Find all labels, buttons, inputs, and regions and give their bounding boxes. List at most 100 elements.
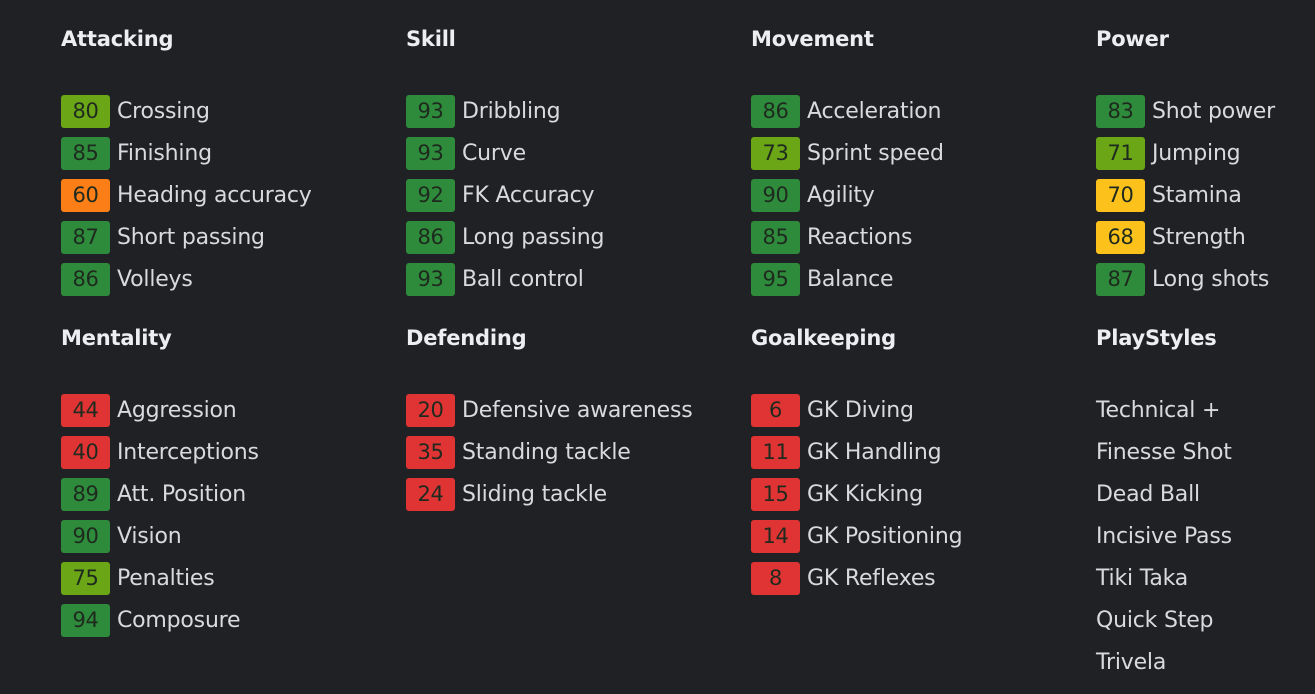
section-power: Power 83 Shot power 71 Jumping 70 Stamina 6… [1096,25,1311,300]
stat-row-gk-handling: 11 GK Handling [751,431,1081,473]
stat-row-fk-accuracy: 92 FK Accuracy [406,174,736,216]
stat-value-badge: 94 [61,603,110,637]
stat-value-badge: 85 [61,136,110,170]
stat-value-badge: 95 [751,262,800,296]
stat-row-curve: 93 Curve [406,132,736,174]
stat-value-badge: 68 [1096,220,1145,254]
stat-label: Defensive awareness [462,397,693,423]
section-goalkeeping: Goalkeeping 6 GK Diving 11 GK Handling 15 G… [751,324,1081,599]
stat-row-sprint-speed: 73 Sprint speed [751,132,1081,174]
stat-value-badge: 87 [61,220,110,254]
stat-row-gk-positioning: 14 GK Positioning [751,515,1081,557]
stat-value-badge: 86 [751,94,800,128]
stat-row-att-position: 89 Att. Position [61,473,391,515]
section-mentality: Mentality 44 Aggression 40 Interceptions 8… [61,324,391,641]
playstyle-item[interactable]: Incisive Pass [1096,523,1232,549]
stat-row-stamina: 70 Stamina [1096,174,1311,216]
stat-value-badge: 90 [751,178,800,212]
section-title: Attacking [61,27,174,51]
stat-value-badge: 8 [751,561,800,595]
stat-row-acceleration: 86 Acceleration [751,90,1081,132]
stat-label: Heading accuracy [117,182,312,208]
section-title: Power [1096,27,1169,51]
stat-value-badge: 86 [61,262,110,296]
stat-label: GK Diving [807,397,914,423]
stat-row-long-passing: 86 Long passing [406,216,736,258]
stat-list: 86 Acceleration 73 Sprint speed 90 Agility … [751,90,1081,300]
playstyle-item[interactable]: Quick Step [1096,607,1214,633]
playstyle-list: Technical + Finesse Shot Dead Ball Incis… [1096,389,1311,683]
stat-value-badge: 14 [751,519,800,553]
stat-label: Reactions [807,224,913,250]
stat-value-badge: 93 [406,136,455,170]
stat-label: Short passing [117,224,265,250]
stat-value-badge: 20 [406,393,455,427]
section-title: Movement [751,27,874,51]
stat-row-interceptions: 40 Interceptions [61,431,391,473]
stat-value-badge: 11 [751,435,800,469]
playstyle-item[interactable]: Dead Ball [1096,481,1200,507]
stat-row-finishing: 85 Finishing [61,132,391,174]
stat-row-strength: 68 Strength [1096,216,1311,258]
stat-label: Agility [807,182,875,208]
stat-list: 80 Crossing 85 Finishing 60 Heading accurac… [61,90,391,300]
stat-value-badge: 75 [61,561,110,595]
stat-value-badge: 80 [61,94,110,128]
stat-list: 44 Aggression 40 Interceptions 89 Att. Posi… [61,389,391,641]
stat-value-badge: 93 [406,94,455,128]
stat-row-penalties: 75 Penalties [61,557,391,599]
stat-value-badge: 44 [61,393,110,427]
stat-value-badge: 40 [61,435,110,469]
stat-label: Shot power [1152,98,1275,124]
stat-row-balance: 95 Balance [751,258,1081,300]
stat-row-gk-reflexes: 8 GK Reflexes [751,557,1081,599]
section-skill: Skill 93 Dribbling 93 Curve 92 FK Accuracy … [406,25,736,300]
stat-list: 83 Shot power 71 Jumping 70 Stamina 68 Stren… [1096,90,1311,300]
stat-row-dribbling: 93 Dribbling [406,90,736,132]
stat-row-vision: 90 Vision [61,515,391,557]
stat-row-sliding-tackle: 24 Sliding tackle [406,473,736,515]
stat-label: Jumping [1152,140,1241,166]
stat-row-shot-power: 83 Shot power [1096,90,1311,132]
playstyle-item[interactable]: Trivela [1096,649,1167,675]
section-defending: Defending 20 Defensive awareness 35 Standi… [406,324,736,515]
stat-label: Penalties [117,565,215,591]
stat-label: GK Reflexes [807,565,936,591]
stat-row-long-shots: 87 Long shots [1096,258,1311,300]
stat-row-heading-accuracy: 60 Heading accuracy [61,174,391,216]
section-title: PlayStyles [1096,326,1217,350]
stat-label: GK Handling [807,439,942,465]
stat-value-badge: 85 [751,220,800,254]
stat-list: 93 Dribbling 93 Curve 92 FK Accuracy 86 Long… [406,90,736,300]
stat-label: GK Kicking [807,481,923,507]
section-title: Goalkeeping [751,326,896,350]
stat-label: Aggression [117,397,237,423]
stat-label: Crossing [117,98,210,124]
stat-label: Att. Position [117,481,246,507]
stat-label: Acceleration [807,98,942,124]
section-movement: Movement 86 Acceleration 73 Sprint speed 9… [751,25,1081,300]
stat-label: Long passing [462,224,605,250]
stat-label: Interceptions [117,439,259,465]
stat-list: 20 Defensive awareness 35 Standing tackle … [406,389,736,515]
playstyle-item[interactable]: Tiki Taka [1096,565,1189,591]
stat-value-badge: 73 [751,136,800,170]
stat-value-badge: 83 [1096,94,1145,128]
stat-label: Vision [117,523,182,549]
stat-row-aggression: 44 Aggression [61,389,391,431]
playstyle-item[interactable]: Finesse Shot [1096,439,1232,465]
playstyle-item[interactable]: Technical + [1096,397,1221,423]
stat-label: Sprint speed [807,140,944,166]
stat-row-volleys: 86 Volleys [61,258,391,300]
stat-label: Finishing [117,140,212,166]
stat-label: Ball control [462,266,584,292]
stat-label: Dribbling [462,98,561,124]
stat-value-badge: 35 [406,435,455,469]
stat-value-badge: 24 [406,477,455,511]
section-title: Mentality [61,326,172,350]
stat-row-jumping: 71 Jumping [1096,132,1311,174]
stat-value-badge: 70 [1096,178,1145,212]
stat-row-defensive-awareness: 20 Defensive awareness [406,389,736,431]
stat-value-badge: 71 [1096,136,1145,170]
stat-row-reactions: 85 Reactions [751,216,1081,258]
